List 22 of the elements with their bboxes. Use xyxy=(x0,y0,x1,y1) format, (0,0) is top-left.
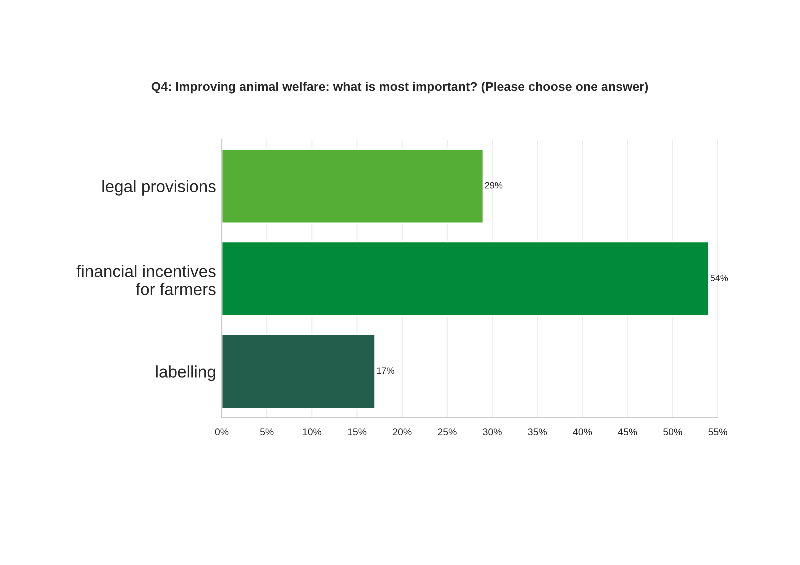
x-tick-label: 5% xyxy=(260,428,274,436)
data-label: 54% xyxy=(710,275,728,282)
x-tick-label: 55% xyxy=(708,428,728,436)
bar xyxy=(222,241,710,317)
x-tick-label: 35% xyxy=(528,428,548,436)
data-label: 29% xyxy=(485,182,503,189)
x-tick-label: 50% xyxy=(664,428,682,436)
data-label: 17% xyxy=(377,368,394,374)
y-tick-label: legal provisions xyxy=(102,180,216,196)
y-tick-label: labelling xyxy=(156,366,216,382)
x-tick-label: 20% xyxy=(393,428,412,436)
chart-title: Q4: Improving animal welfare: what is most important? (Please choose one answer) xyxy=(152,82,648,94)
x-tick-label: 0% xyxy=(215,428,229,436)
x-tick-label: 30% xyxy=(483,428,502,436)
x-tick-label: 45% xyxy=(618,428,638,436)
x-tick-label: 10% xyxy=(303,428,322,436)
x-tick-label: 25% xyxy=(438,428,457,436)
bar xyxy=(222,148,484,224)
y-tick-label: financial incentives for farmers xyxy=(76,265,216,296)
x-tick-label: 15% xyxy=(348,428,367,436)
bar xyxy=(222,334,376,410)
x-tick-label: 40% xyxy=(573,428,592,436)
